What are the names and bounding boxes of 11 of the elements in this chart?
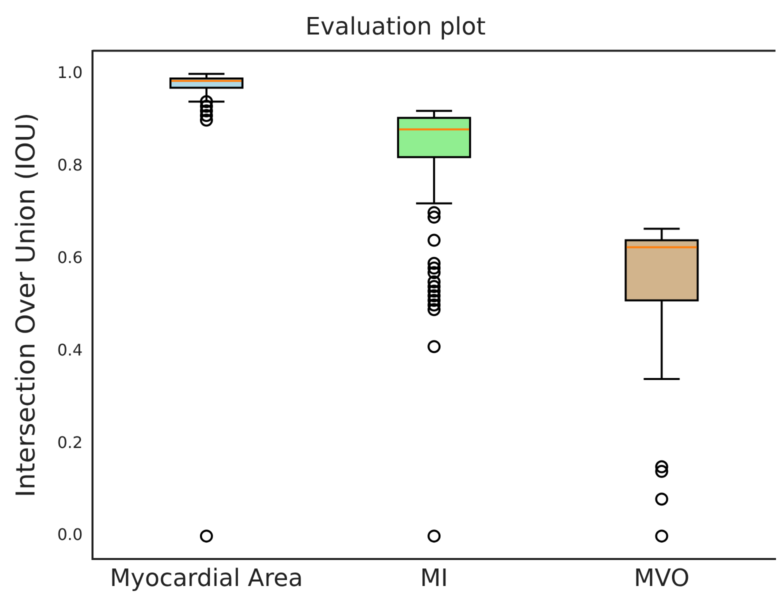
x-tick-label: MVO: [634, 564, 690, 592]
y-axis-title: Intersection Over Union (IOU): [11, 112, 42, 498]
y-tick-label: 0.6: [57, 248, 83, 267]
x-tick-label: Myocardial Area: [110, 564, 303, 592]
y-tick-label: 0.4: [57, 340, 83, 360]
y-tick-label: 0.2: [57, 432, 83, 452]
chart-title: Evaluation plot: [305, 12, 486, 41]
y-tick-label: 1.0: [57, 63, 83, 82]
y-tick-label: 0.8: [57, 156, 83, 174]
y-tick-label: 0.0: [57, 525, 83, 544]
x-tick-label: MI: [420, 564, 448, 592]
